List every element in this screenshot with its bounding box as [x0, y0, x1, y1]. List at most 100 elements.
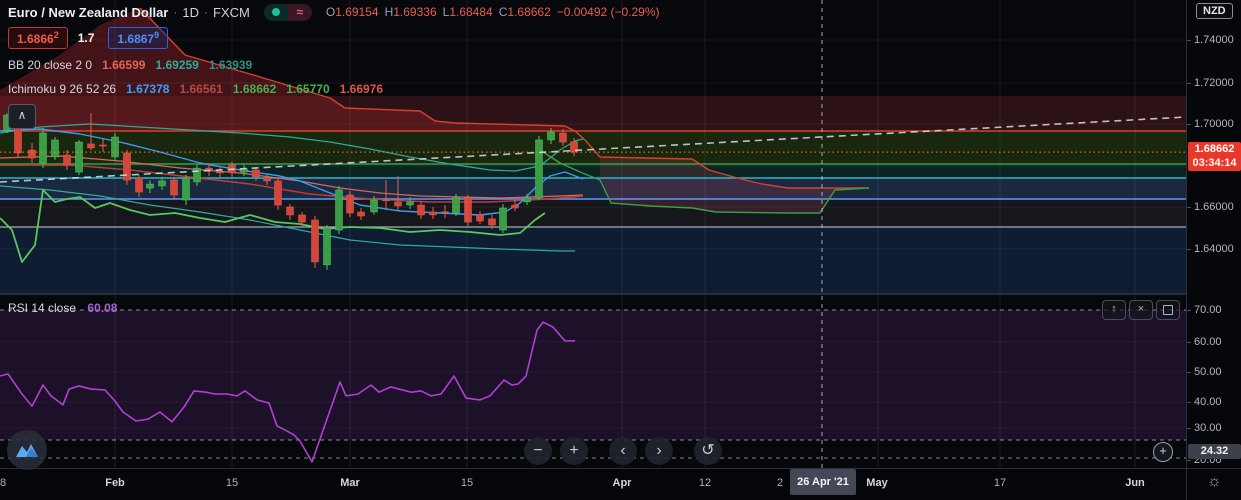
- time-axis-tick: Apr: [612, 477, 632, 489]
- time-axis-tick: 8: [0, 477, 7, 489]
- candle: [429, 211, 437, 216]
- watermark-logo-button[interactable]: [7, 430, 47, 470]
- theme-sun-icon[interactable]: ☼: [1207, 473, 1222, 490]
- minus-icon: −: [533, 442, 543, 459]
- plus-icon: +: [1159, 443, 1167, 458]
- maximize-pane-button[interactable]: [1156, 300, 1180, 320]
- candle: [63, 154, 71, 166]
- price-axis[interactable]: NZD 1.68662 03:34:14 24.32 1.74000 1.7200…: [1186, 0, 1241, 468]
- time-axis[interactable]: 26 Apr '21 ☼ 8 Feb 15 Mar 15 Apr 12 2 May 17 Jun: [0, 468, 1241, 500]
- candle: [417, 204, 425, 216]
- exchange-label[interactable]: FXCM: [213, 4, 250, 20]
- candle: [335, 189, 343, 231]
- candle: [499, 207, 507, 231]
- chevron-left-icon: ‹: [620, 442, 626, 459]
- symbol-title[interactable]: Euro / New Zealand Dollar: [8, 4, 169, 20]
- timeframe-label[interactable]: 1D: [182, 4, 199, 20]
- candle: [511, 204, 519, 209]
- reset-icon: ↺: [701, 442, 715, 459]
- ohlc-values: O1.69154 H1.69336 L1.68484 C1.68662 −0.00492…: [326, 5, 660, 19]
- candle: [28, 149, 36, 159]
- rsi-indicator-row[interactable]: RSI 14 close 60.08: [8, 301, 117, 315]
- move-pane-up-button[interactable]: ↑: [1102, 300, 1126, 320]
- ohlc-piece: C1.68662: [498, 5, 551, 19]
- selected-date-label: 26 Apr '21: [790, 469, 856, 495]
- zoom-in-button[interactable]: +: [560, 437, 588, 465]
- ichimoku-cloud-past: [0, 8, 575, 131]
- candle: [286, 206, 294, 216]
- candle: [476, 214, 484, 222]
- close-icon: ×: [1137, 303, 1145, 315]
- scroll-right-button[interactable]: ›: [645, 437, 673, 465]
- candle: [535, 139, 543, 199]
- bb-indicator-row[interactable]: BB 20 close 2 0 1.66599 1.69259 1.63939: [8, 56, 660, 73]
- chevron-right-icon: ›: [656, 442, 662, 459]
- collapse-pane-button[interactable]: ∧: [8, 104, 36, 129]
- mountain-chart-icon: [16, 444, 38, 457]
- ichimoku-chikou: [0, 189, 546, 263]
- candle: [51, 139, 59, 158]
- ichimoku-indicator-label[interactable]: Ichimoku 9 26 52 26: [8, 81, 117, 96]
- candle: [135, 177, 143, 193]
- close-pane-button[interactable]: ×: [1129, 300, 1153, 320]
- indicator-value: 1.67378: [126, 81, 170, 96]
- ichimoku-tenkan: [0, 128, 584, 216]
- zoom-out-button[interactable]: −: [524, 437, 552, 465]
- candle: [452, 197, 460, 214]
- price-axis-tick: 1.72000: [1187, 77, 1234, 89]
- price-change: −0.00492 (−0.29%): [556, 5, 660, 19]
- time-axis-tick: 15: [460, 477, 474, 489]
- rsi-scale-value-label: 24.32: [1188, 444, 1241, 459]
- time-axis-tick: Jun: [1125, 477, 1145, 489]
- add-alert-button[interactable]: +: [1153, 442, 1173, 462]
- bar-countdown: 03:34:14: [1192, 157, 1237, 169]
- candle: [274, 180, 282, 206]
- indicator-value: 1.66561: [179, 81, 223, 96]
- market-status-toggle[interactable]: ≈: [263, 3, 312, 21]
- indicator-value: 1.68662: [232, 81, 277, 96]
- indicator-value: 1.66976: [339, 81, 384, 96]
- buy-button[interactable]: 1.68679: [108, 27, 169, 49]
- quote-row: 1.68662 1.7 1.68679: [8, 27, 660, 49]
- candle: [158, 180, 166, 187]
- ohlc-piece: L1.68484: [442, 5, 493, 19]
- arrow-up-icon: ↑: [1111, 303, 1117, 315]
- price-axis-tick: 1.66000: [1187, 201, 1234, 213]
- candle: [146, 183, 154, 189]
- plus-icon: +: [569, 442, 579, 459]
- ichimoku-indicator-row[interactable]: Ichimoku 9 26 52 26 1.67378 1.66561 1.6866…: [8, 80, 660, 97]
- price-axis-tick: 50.00: [1187, 366, 1222, 378]
- last-price-value: 1.68662: [1194, 143, 1235, 155]
- candle: [216, 171, 224, 174]
- chart-legend: Euro / New Zealand Dollar · 1D · FXCM ≈ …: [8, 2, 660, 97]
- trendline: [0, 116, 1186, 183]
- candle: [39, 132, 47, 164]
- bb-indicator-values: 1.66599 1.69259 1.63939: [92, 58, 252, 72]
- spread-value: 1.7: [77, 31, 95, 45]
- separator-dot: ·: [173, 5, 178, 19]
- axis-separator: [1186, 469, 1187, 500]
- price-axis-tick: 70.00: [1187, 304, 1222, 316]
- price-axis-tick: 1.74000: [1187, 34, 1234, 46]
- price-axis-tick: 1.64000: [1187, 243, 1234, 255]
- candle: [182, 177, 190, 201]
- reset-view-button[interactable]: ↺: [694, 437, 722, 465]
- scroll-left-button[interactable]: ‹: [609, 437, 637, 465]
- ohlc-piece: H1.69336: [384, 5, 437, 19]
- currency-button[interactable]: NZD: [1196, 3, 1233, 19]
- time-axis-tick: 2: [776, 477, 784, 489]
- candle: [193, 167, 201, 183]
- candle: [570, 141, 578, 153]
- chart-nav-toolbar: − + ‹ › ↺: [524, 437, 730, 465]
- pane-separator[interactable]: [0, 293, 1241, 295]
- candle: [394, 201, 402, 207]
- rsi-indicator-label[interactable]: RSI 14 close: [8, 301, 77, 315]
- buy-price: 1.68679: [117, 30, 160, 46]
- sell-button[interactable]: 1.68662: [8, 27, 68, 49]
- bb-indicator-label[interactable]: BB 20 close 2 0: [8, 57, 93, 72]
- candle: [547, 131, 555, 141]
- indicator-value: 1.66599: [102, 57, 146, 72]
- last-price-label: 1.68662 03:34:14: [1188, 142, 1241, 171]
- candle: [357, 211, 365, 217]
